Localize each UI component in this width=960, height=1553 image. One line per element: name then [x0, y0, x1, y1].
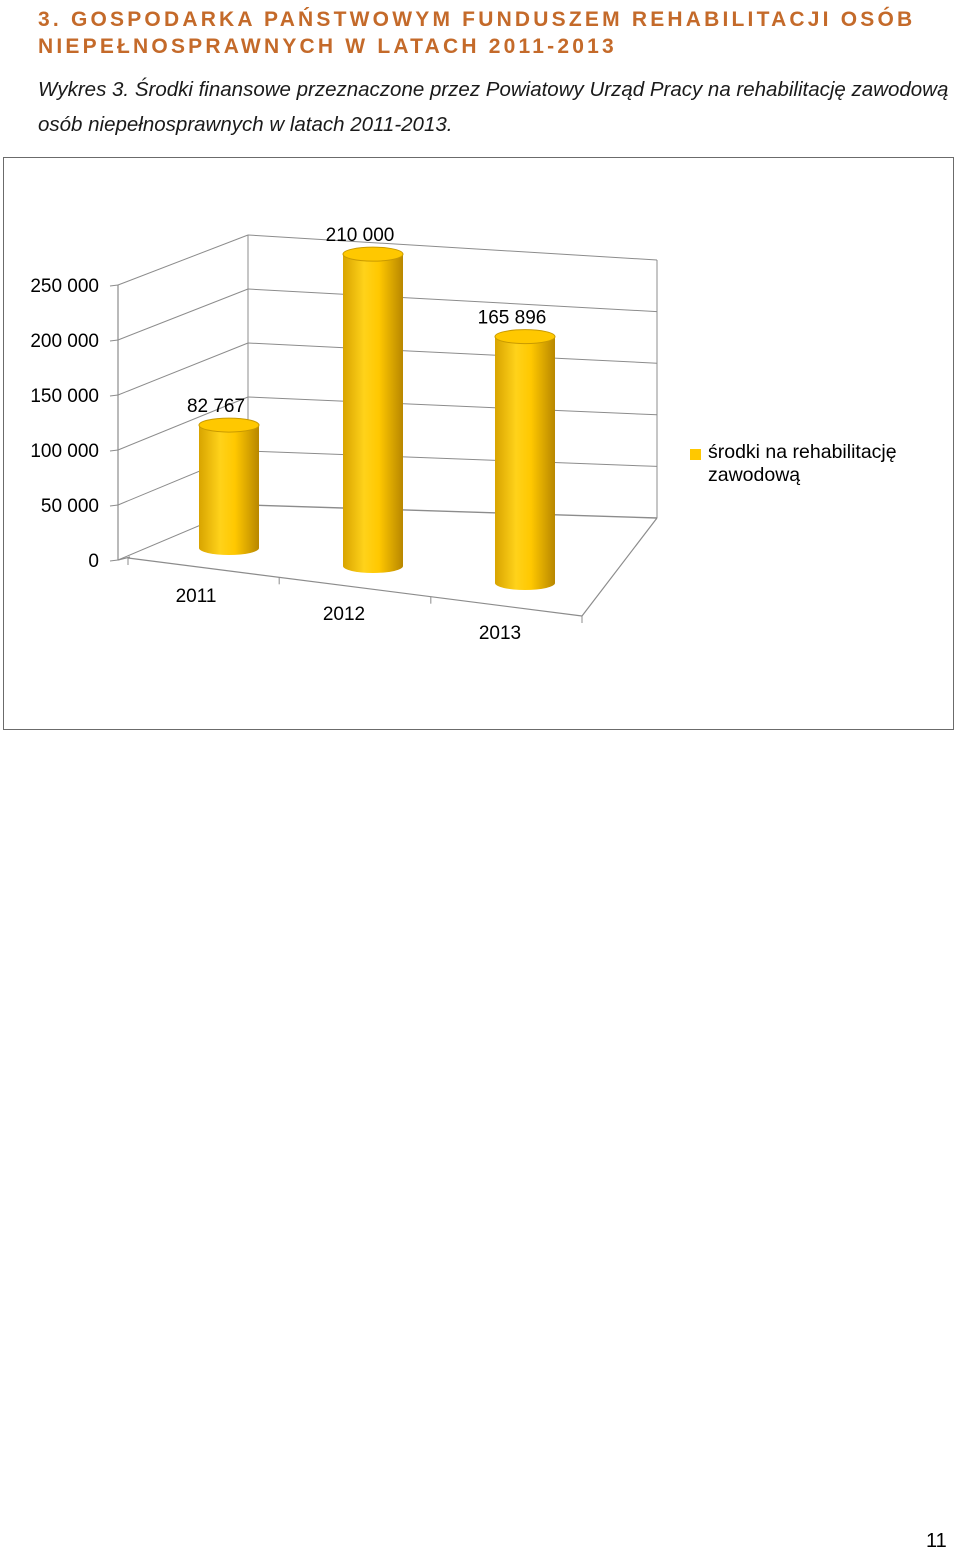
- y-tick-mark: [109, 504, 119, 507]
- x-tick-label: 2013: [479, 623, 521, 644]
- page-number: 11: [926, 1530, 947, 1552]
- y-tick-mark: [109, 284, 119, 287]
- y-tick-label: 50 000: [41, 496, 99, 517]
- data-label: 165 896: [478, 308, 547, 329]
- gridline-back: [247, 504, 658, 519]
- chart-bars: [198, 246, 556, 590]
- chart-frame: [3, 157, 954, 730]
- y-tick-label: 150 000: [30, 386, 99, 407]
- gridline-back: [247, 342, 658, 364]
- bar-top: [494, 329, 556, 345]
- legend-swatch: [690, 449, 701, 460]
- gridline-back: [247, 234, 658, 261]
- gridline-back: [247, 450, 658, 467]
- floor-left-corner: [117, 556, 131, 561]
- page-heading: 3. GOSPODARKA PAŃSTWOWYM FUNDUSZEM REHAB…: [38, 8, 916, 58]
- bar-2013: [494, 329, 556, 590]
- y-tick-mark: [109, 394, 119, 397]
- y-tick-mark: [109, 339, 119, 342]
- gridline-back: [247, 396, 658, 416]
- chart-legend: środki na rehabilitację zawodową: [690, 441, 950, 487]
- gridline-back: [247, 288, 658, 313]
- bar-top: [342, 246, 404, 262]
- bar-chart: 0 50 000 100 000 150 000 200 000 250 000 82 76…: [30, 225, 658, 644]
- x-tick-label: 2011: [176, 586, 217, 607]
- y-tick-mark: [109, 559, 119, 562]
- chart-caption: Wykres 3. Środki finansowe przeznaczone …: [38, 78, 949, 136]
- bar-2012: [342, 246, 404, 573]
- y-tick-mark: [109, 449, 119, 452]
- y-tick-label: 250 000: [30, 276, 99, 297]
- x-axis-front: [127, 557, 583, 617]
- y-tick-label: 200 000: [30, 331, 99, 352]
- gridline-side: [117, 288, 249, 341]
- y-tick-label: 100 000: [30, 441, 99, 462]
- bar-2011: [198, 417, 260, 555]
- bar-body: [343, 254, 403, 573]
- gridline-side: [117, 396, 249, 451]
- gridline-side: [117, 342, 249, 396]
- bar-body: [495, 336, 555, 590]
- data-label: 82 767: [187, 396, 245, 417]
- gridline-side: [117, 234, 249, 286]
- y-tick-label: 0: [88, 551, 99, 572]
- floor-right-edge: [581, 517, 658, 617]
- bar-body: [199, 425, 259, 555]
- x-tick-label: 2012: [323, 604, 365, 625]
- data-label: 210 000: [326, 225, 395, 246]
- chart-labels: 0 50 000 100 000 150 000 200 000 250 000 82 76…: [30, 225, 546, 644]
- bar-top: [198, 417, 260, 433]
- legend-series-label: środki na rehabilitację zawodową: [708, 441, 897, 486]
